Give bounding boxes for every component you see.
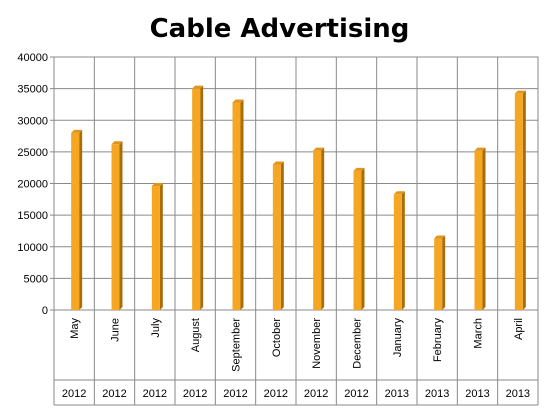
bar-top: [353, 167, 365, 171]
bar-side: [79, 129, 83, 310]
year-label: 2012: [143, 388, 167, 400]
bar: [71, 132, 80, 310]
year-label: 2012: [264, 388, 288, 400]
year-label: 2013: [465, 388, 489, 400]
bar-top: [111, 141, 123, 145]
bar-side: [321, 147, 325, 310]
year-label: 2012: [223, 388, 247, 400]
x-tick-label: September: [231, 318, 243, 372]
bar-top: [272, 161, 284, 165]
bar: [434, 238, 443, 310]
year-label: 2013: [506, 388, 530, 400]
x-tick-label: February: [432, 318, 444, 363]
bar: [393, 194, 402, 310]
bar-top: [232, 99, 244, 103]
y-tick-label: 0: [42, 305, 48, 317]
bar-top: [434, 235, 446, 239]
bar-side: [119, 141, 123, 310]
y-tick-label: 30000: [17, 115, 48, 127]
year-label: 2012: [102, 388, 126, 400]
bar-top: [192, 85, 204, 89]
y-tick-label: 15000: [17, 210, 48, 222]
y-tick-label: 35000: [17, 84, 48, 96]
bar: [192, 88, 201, 310]
bar-top: [151, 183, 163, 187]
bar-side: [442, 235, 446, 310]
bar-side: [401, 191, 405, 310]
bar-top: [313, 147, 325, 151]
x-tick-label: March: [473, 318, 485, 349]
year-label: 2013: [425, 388, 449, 400]
x-tick-label: November: [311, 318, 323, 369]
bar-side: [200, 85, 204, 310]
year-label: 2012: [344, 388, 368, 400]
y-tick-label: 20000: [17, 179, 48, 191]
year-label: 2012: [304, 388, 328, 400]
x-tick-label: April: [513, 318, 525, 340]
bar-side: [522, 90, 526, 310]
bar: [151, 186, 160, 310]
bar-side: [280, 161, 284, 310]
bar-side: [482, 147, 486, 310]
bar-side: [159, 183, 163, 310]
x-tick-label: August: [190, 318, 202, 352]
x-tick-label: June: [110, 318, 122, 342]
bar: [232, 102, 241, 310]
x-tick-label: October: [271, 318, 283, 357]
bar: [514, 93, 523, 310]
y-tick-label: 10000: [17, 242, 48, 254]
y-tick-label: 5000: [24, 273, 48, 285]
year-label: 2012: [183, 388, 207, 400]
bar: [111, 144, 120, 310]
bar-top: [393, 191, 405, 195]
y-tick-label: 40000: [17, 52, 48, 64]
chart-title: Cable Advertising: [149, 14, 410, 44]
x-tick-label: May: [69, 318, 81, 339]
y-tick-label: 25000: [17, 147, 48, 159]
bar: [474, 150, 483, 310]
bar-top: [514, 90, 526, 94]
x-tick-label: July: [150, 318, 162, 338]
bar: [353, 170, 362, 310]
bar: [313, 150, 322, 310]
x-tick-label: December: [352, 318, 364, 369]
year-label: 2012: [62, 388, 86, 400]
year-label: 2013: [385, 388, 409, 400]
x-tick-label: January: [392, 318, 404, 358]
bar-top: [474, 147, 486, 151]
bar-top: [71, 129, 83, 133]
bar: [272, 164, 281, 310]
bar-side: [361, 167, 365, 310]
bar-side: [240, 99, 244, 310]
